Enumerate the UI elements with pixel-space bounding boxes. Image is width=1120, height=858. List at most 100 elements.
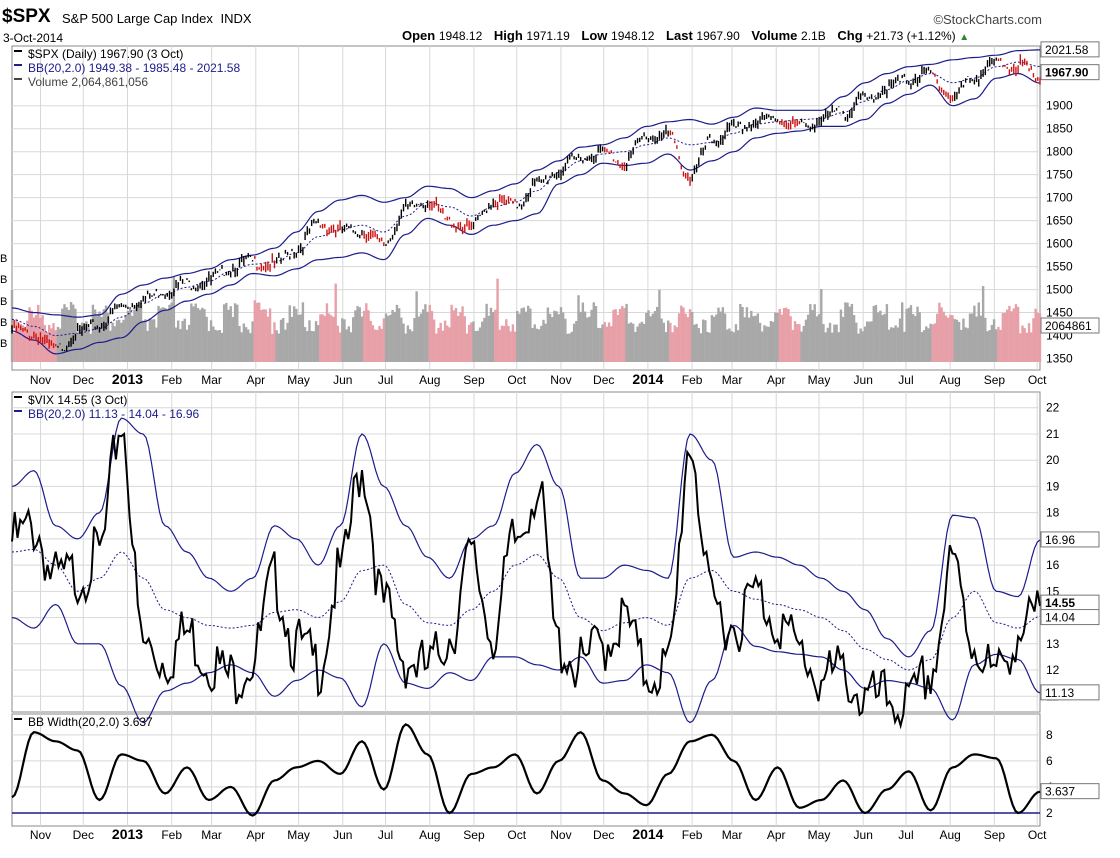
y-tick-label: 1850 [1046,122,1073,136]
volume-bar [887,329,891,362]
volume-bar [968,313,972,362]
volume-bar [627,323,630,362]
volume-bar [564,318,567,362]
volume-bar [594,306,598,362]
volume-bar [373,329,377,362]
volume-bar [354,310,357,362]
volume-bar [796,324,799,362]
volume-bar [80,322,84,362]
volume-bar [717,307,720,362]
volume-bar [120,322,123,362]
legend-swatch [14,410,22,412]
volume-bar [651,313,655,362]
volume-bar [163,307,167,362]
y-tick-label: 13 [1046,637,1060,651]
volume-bar [474,331,477,362]
volume-bar [697,328,700,362]
volume-bar [669,322,672,362]
volume-bar [848,306,851,362]
volume-bar [78,329,82,362]
volume-bar [813,304,816,362]
volume-bar [314,321,318,362]
volume-bar [758,322,762,362]
volume-bar [695,323,698,362]
legend-entry: $SPX (Daily) 1967.90 (3 Oct) [28,47,183,61]
x-tick-label: Mar [201,373,222,387]
volume-bar [63,304,66,362]
last-value: 1967.90 [696,29,740,43]
volume-bar [107,313,110,362]
x-tick-label: Aug [939,828,960,842]
y-tick-label: 22 [1046,401,1060,415]
x-tick-label: Jul [898,373,913,387]
volume-bar [579,311,582,362]
volume-bar [1027,323,1031,362]
volume-bar [927,328,930,362]
volume-bar [323,315,326,362]
volume-bar [15,318,18,362]
volume-bar [874,304,878,362]
volume-bar [362,310,366,362]
volume-bar [441,330,445,362]
chart-header: $SPX S&P 500 Large Cap Index INDX ©Stock… [0,0,1120,46]
y-tick-label: 20 [1046,453,1060,467]
value-box-label: 11.13 [1045,686,1074,700]
volume-bar [273,322,276,362]
volume-bar [701,319,705,362]
volume-bar [863,326,867,362]
volume-bar [691,311,694,362]
spx-bb-middle-line [11,61,1041,337]
volume-bar [583,311,587,362]
volume-bar [397,308,401,362]
volume-bar [150,319,154,362]
volume-bar [596,327,600,362]
volume-bar [395,304,399,362]
volume-bar [220,332,224,362]
value-box-label: 14.55 [1045,596,1075,610]
y-tick-label: 19 [1046,479,1060,493]
high-label: High [493,28,523,43]
volume-bar [581,302,585,362]
volume-bar [459,312,462,362]
volume-bar [365,303,368,362]
y-tick-label: 1800 [1046,145,1073,159]
x-tick-label: Feb [161,373,182,387]
volume-bar [262,309,265,362]
volume-bar [424,304,427,362]
volume-bar [736,330,740,362]
volume-bar [271,333,274,362]
volume-bar [168,304,171,362]
x-tick-label: Aug [939,373,960,387]
y-tick-label: 1600 [1046,237,1073,251]
volume-bar [981,286,985,362]
volume-bar [857,333,860,362]
volume-bar [868,321,871,362]
y-tick-label: 16 [1046,558,1060,572]
volume-bar [752,316,755,362]
value-box [1040,64,1100,81]
volume-bar [303,327,307,362]
x-tick-label: Aug [419,373,440,387]
volume-bar [559,307,563,362]
volume-bar [82,324,86,362]
volume-bar [91,304,95,362]
volume-bar [806,314,810,362]
x-tick-label: Apr [767,828,786,842]
brand-logo[interactable]: ©StockCharts.com [933,12,1042,27]
volume-bar [382,318,386,362]
volume-bar [859,328,862,362]
volume-bar [266,316,270,362]
volume-bar [548,313,552,362]
value-box [1040,684,1100,701]
volume-bar [640,321,644,362]
volume-bar [192,306,195,362]
value-box [1040,41,1100,58]
volume-bar [984,317,987,362]
volume-bar [831,332,834,362]
value-box-label: 3.637 [1045,785,1075,799]
volume-bar [686,317,690,362]
volume-bar [815,316,819,362]
volume-bar [159,308,162,362]
volume-bar [872,305,875,362]
